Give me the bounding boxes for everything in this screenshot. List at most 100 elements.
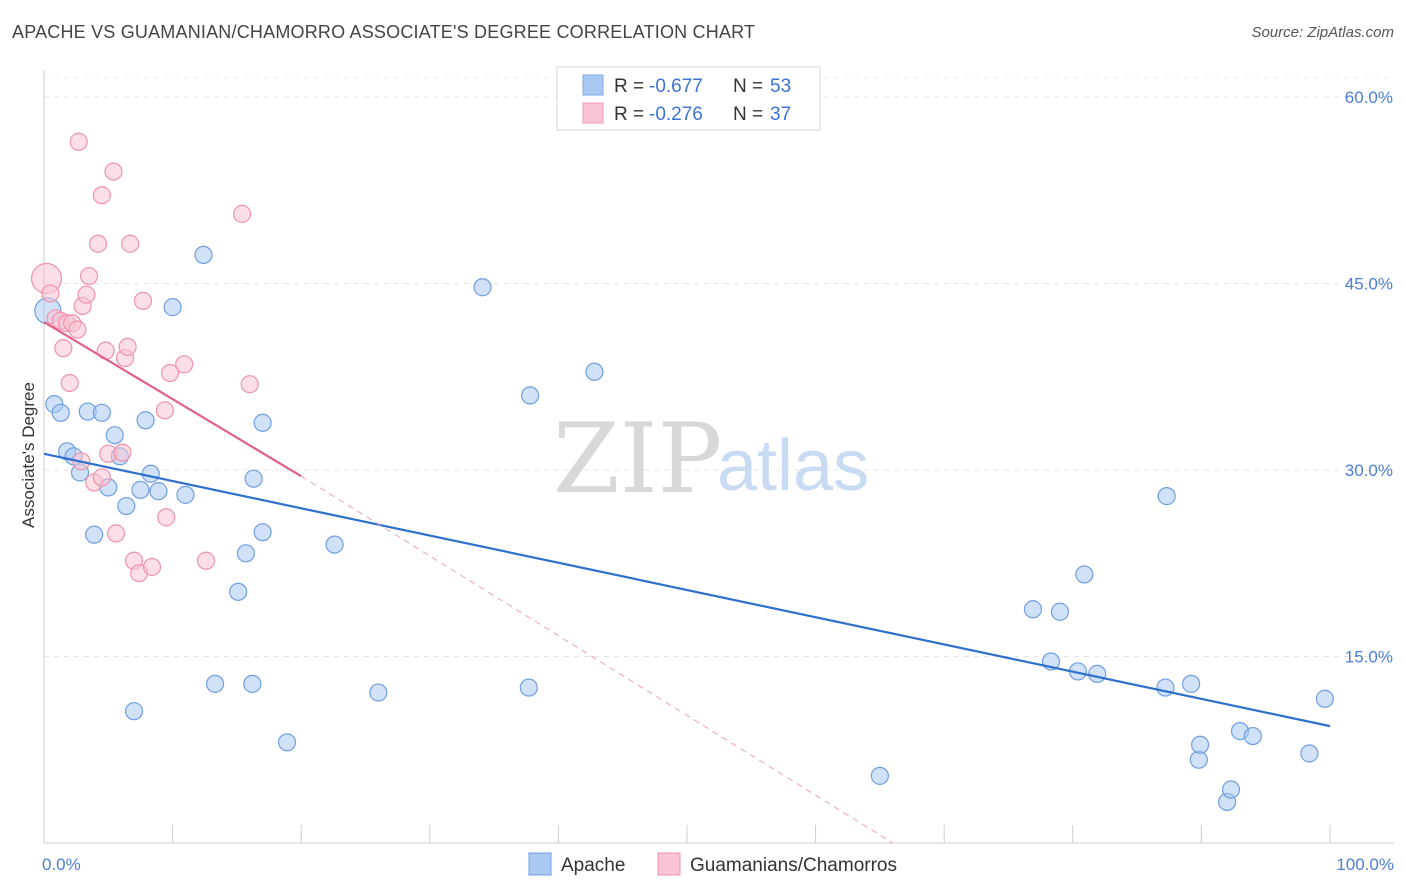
bottom-legend-label: Apache xyxy=(561,855,625,876)
apache-point xyxy=(244,469,263,488)
guamanian-point xyxy=(60,373,79,393)
guamanian-point xyxy=(160,363,180,383)
guamanian-point xyxy=(88,234,108,253)
guamanian-trend-extension xyxy=(300,475,894,844)
apache-point xyxy=(369,683,388,702)
apache-point xyxy=(1050,602,1070,621)
apache-point xyxy=(325,535,344,554)
guamanian-point xyxy=(155,401,174,420)
guamanian-point xyxy=(113,443,132,462)
apache-point xyxy=(236,544,256,563)
guamanian-point xyxy=(240,375,259,394)
apache-point xyxy=(141,464,160,483)
guamanian-point xyxy=(92,186,111,205)
apache-point xyxy=(519,678,538,697)
apache-point xyxy=(253,413,272,432)
source-label: Source: ZipAtlas.com xyxy=(1251,24,1394,41)
apache-point xyxy=(92,403,111,422)
bottom-legend: Apache Guamanians/Chamorros xyxy=(528,852,897,876)
chart-title: APACHE VS GUAMANIAN/CHAMORRO ASSOCIATE'S… xyxy=(12,22,756,42)
apache-point xyxy=(243,674,262,693)
legend-n-label: N = xyxy=(733,104,763,125)
bottom-legend-label: Guamanians/Chamorros xyxy=(690,855,897,876)
apache-point xyxy=(870,766,890,785)
watermark-zip: ZIP xyxy=(553,403,722,515)
tick-labels: 15.0% 30.0% 45.0% 60.0% 0.0% 100.0% xyxy=(42,88,1394,874)
guamanian-point xyxy=(118,337,137,357)
grid xyxy=(44,77,1394,657)
apache-point xyxy=(163,298,182,317)
guamanian-trend-line xyxy=(43,321,302,478)
legend-r-label: R = xyxy=(614,104,644,125)
apache-point xyxy=(136,411,155,430)
apache-point xyxy=(473,278,492,297)
data-points xyxy=(30,132,1334,812)
legend-n-value: 53 xyxy=(770,76,791,97)
legend-r-value: -0.677 xyxy=(649,76,703,97)
apache-point xyxy=(205,674,225,693)
apache-point xyxy=(51,403,70,422)
watermark: ZIP atlas xyxy=(553,403,869,515)
guamanian-point xyxy=(157,508,176,527)
y-tick-label: 60.0% xyxy=(1345,88,1393,107)
guamanian-point xyxy=(54,339,73,358)
guamanian-point xyxy=(68,320,87,339)
apache-point xyxy=(1182,674,1201,693)
bottom-legend-swatch xyxy=(528,852,552,876)
y-tick-label: 15.0% xyxy=(1345,648,1393,667)
guamanian-point xyxy=(142,557,162,577)
apache-point xyxy=(277,733,297,752)
guamanian-point xyxy=(104,162,123,181)
legend-n-label: N = xyxy=(733,76,763,97)
legend-swatch xyxy=(582,102,604,124)
y-tick-label: 45.0% xyxy=(1345,275,1393,294)
apache-point xyxy=(124,702,144,721)
apache-point xyxy=(105,426,124,445)
y-tick-label: 30.0% xyxy=(1345,461,1393,480)
apache-point xyxy=(1023,600,1043,619)
guamanian-point xyxy=(121,234,140,253)
guamanian-point xyxy=(106,524,126,543)
apache-point xyxy=(1075,565,1094,584)
guamanian-point xyxy=(196,551,216,570)
legend: R = -0.677 N = 53 R = -0.276 N = 37 xyxy=(556,66,821,131)
guamanian-point xyxy=(77,285,96,304)
apache-point xyxy=(253,523,272,542)
apache-point xyxy=(1243,726,1262,746)
apache-point xyxy=(585,362,604,381)
apache-point xyxy=(85,525,104,544)
legend-r-value: -0.276 xyxy=(649,104,703,125)
apache-trend-line xyxy=(43,452,1331,728)
y-axis-label: Associate's Degree xyxy=(19,382,38,528)
apache-point xyxy=(149,482,168,501)
apache-point xyxy=(1157,487,1176,506)
guamanian-point xyxy=(175,355,194,374)
apache-point xyxy=(131,480,150,499)
apache-point xyxy=(1315,689,1334,708)
guamanian-point xyxy=(41,284,60,303)
legend-n-value: 37 xyxy=(770,104,791,125)
guamanian-point xyxy=(133,291,153,311)
apache-point xyxy=(1088,664,1107,684)
apache-point xyxy=(194,245,213,265)
apache-point xyxy=(1300,744,1319,763)
apache-point xyxy=(1191,735,1210,754)
apache-point xyxy=(521,386,540,405)
legend-r-label: R = xyxy=(614,76,644,97)
apache-point xyxy=(117,496,136,516)
x-tick-label: 0.0% xyxy=(42,855,81,874)
x-tick-label: 100.0% xyxy=(1336,855,1394,874)
watermark-atlas: atlas xyxy=(717,426,869,506)
guamanian-point xyxy=(232,204,252,223)
bottom-legend-swatch xyxy=(657,852,681,876)
legend-swatch xyxy=(582,74,604,96)
axes xyxy=(43,70,1394,844)
apache-point xyxy=(176,485,195,504)
guamanian-point xyxy=(92,468,111,487)
apache-point xyxy=(1221,780,1241,799)
guamanian-point xyxy=(79,266,99,286)
guamanian-point xyxy=(69,132,88,151)
trend-lines xyxy=(43,321,1331,844)
apache-point xyxy=(229,582,248,601)
